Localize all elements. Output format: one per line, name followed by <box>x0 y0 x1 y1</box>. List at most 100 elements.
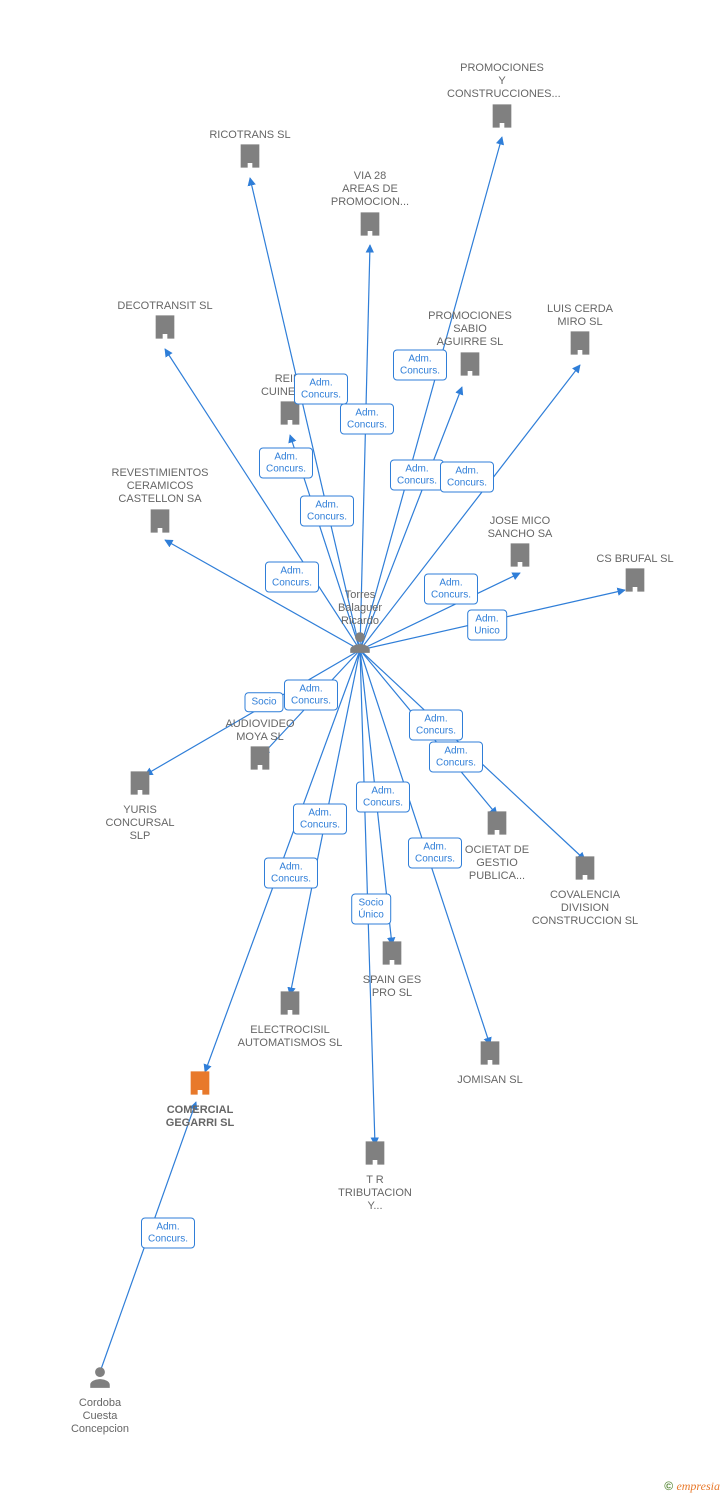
edge-label: Adm. Concurs. <box>408 838 462 869</box>
company-node[interactable]: AUDIOVIDEO MOYA SL <box>200 718 320 779</box>
company-node[interactable]: ELECTROCISIL AUTOMATISMOS SL <box>230 989 350 1050</box>
building-icon <box>236 142 264 175</box>
building-icon <box>246 744 274 777</box>
edge-label: Adm. Concurs. <box>409 710 463 741</box>
company-node[interactable]: REIMI CUINES SL <box>230 373 350 434</box>
node-label: OCIETAT DE GESTIO PUBLICA... <box>442 844 552 884</box>
node-label: AUDIOVIDEO MOYA SL <box>205 718 315 744</box>
building-icon <box>126 769 154 802</box>
edge-label: Adm. Concurs. <box>264 858 318 889</box>
edge-label: Socio Único <box>351 894 391 925</box>
edge-label: Adm. Concurs. <box>259 448 313 479</box>
building-icon <box>151 313 179 346</box>
company-node[interactable]: OCIETAT DE GESTIO PUBLICA... <box>437 809 557 884</box>
node-label: REVESTIMIENTOS CERAMICOS CASTELLON SA <box>105 467 215 507</box>
node-label: SPAIN GES PRO SL <box>337 974 447 1000</box>
edge-line <box>360 137 502 650</box>
edge-label: Adm. Concurs. <box>293 804 347 835</box>
network-diagram: Torres Balaguer Ricardo Cordoba Cuesta Co… <box>0 0 728 1500</box>
footer-credit: © empresia <box>664 1479 720 1494</box>
edge-label: Adm. Concurs. <box>284 680 338 711</box>
node-label: REIMI CUINES SL <box>235 373 345 399</box>
edge-label: Adm. Concurs. <box>265 562 319 593</box>
edge-label: Adm. Concurs. <box>424 574 478 605</box>
node-label: T R TRIBUTACION Y... <box>320 1174 430 1214</box>
edge-line <box>145 650 360 775</box>
edge-label: Adm. Concurs. <box>340 404 394 435</box>
building-icon <box>566 329 594 362</box>
building-icon <box>186 1069 214 1102</box>
company-node[interactable]: COVALENCIA DIVISION CONSTRUCCION SL <box>525 854 645 929</box>
building-icon <box>146 507 174 540</box>
edge-label: Socio <box>244 692 283 712</box>
node-label: RICOTRANS SL <box>195 129 305 142</box>
person-node[interactable]: Torres Balaguer Ricardo <box>300 589 420 662</box>
company-node[interactable]: PROMOCIONES Y CONSTRUCCIONES... <box>442 62 562 137</box>
edge-line <box>165 540 360 650</box>
company-node[interactable]: VIA 28 AREAS DE PROMOCION... <box>310 170 430 245</box>
node-label: PROMOCIONES Y CONSTRUCCIONES... <box>447 62 557 102</box>
company-node[interactable]: PROMOCIONES SABIO AGUIRRE SL <box>410 310 530 385</box>
building-icon <box>378 939 406 972</box>
node-label: YURIS CONCURSAL SLP <box>85 804 195 844</box>
copyright-symbol: © <box>664 1479 673 1493</box>
node-label: CS BRUFAL SL <box>580 553 690 566</box>
building-icon <box>621 566 649 599</box>
building-icon <box>276 989 304 1022</box>
edge-line <box>360 387 462 650</box>
person-icon <box>87 1364 113 1395</box>
edge-label: Adm. Concurs. <box>300 496 354 527</box>
edge-label: Adm. Concurs. <box>294 374 348 405</box>
node-label: JOSE MICO SANCHO SA <box>465 515 575 541</box>
company-node[interactable]: RICOTRANS SL <box>190 129 310 177</box>
edge-line <box>360 365 580 650</box>
company-node[interactable]: LUIS CERDA MIRO SL <box>520 303 640 364</box>
edge-line <box>360 590 625 650</box>
edge-line <box>360 650 585 860</box>
edge-label: Adm. Concurs. <box>429 742 483 773</box>
building-icon <box>571 854 599 887</box>
node-label: DECOTRANSIT SL <box>110 300 220 313</box>
edge-line <box>290 435 360 650</box>
company-node[interactable]: T R TRIBUTACION Y... <box>315 1139 435 1214</box>
company-node[interactable]: JOMISAN SL <box>430 1039 550 1087</box>
edge-line <box>205 650 360 1072</box>
edge-line <box>165 349 360 650</box>
node-label: PROMOCIONES SABIO AGUIRRE SL <box>415 310 525 350</box>
company-node[interactable]: JOSE MICO SANCHO SA <box>460 515 580 576</box>
company-node[interactable]: REVESTIMIENTOS CERAMICOS CASTELLON SA <box>100 467 220 542</box>
node-label: Torres Balaguer Ricardo <box>305 589 415 629</box>
building-icon <box>356 210 384 243</box>
building-icon <box>276 399 304 432</box>
edge-label: Adm. Concurs. <box>141 1218 195 1249</box>
edge-line <box>360 650 497 815</box>
building-icon <box>456 350 484 383</box>
company-node[interactable]: SPAIN GES PRO SL <box>332 939 452 1000</box>
person-node[interactable]: Cordoba Cuesta Concepcion <box>40 1364 160 1437</box>
building-icon <box>483 809 511 842</box>
node-label: JOMISAN SL <box>435 1074 545 1087</box>
edge-label: Adm. Concurs. <box>390 460 444 491</box>
edge-line <box>360 573 520 650</box>
edge-layer <box>0 0 728 1500</box>
edge-line <box>262 650 360 755</box>
edge-line <box>290 650 360 995</box>
node-label: COVALENCIA DIVISION CONSTRUCCION SL <box>530 889 640 929</box>
edge-line <box>360 650 490 1045</box>
node-label: VIA 28 AREAS DE PROMOCION... <box>315 170 425 210</box>
edge-line <box>360 650 375 1145</box>
building-icon <box>476 1039 504 1072</box>
company-node[interactable]: COMERCIAL GEGARRI SL <box>140 1069 260 1130</box>
edge-label: Adm. Unico <box>467 610 507 641</box>
edge-line <box>360 650 392 945</box>
company-node[interactable]: CS BRUFAL SL <box>575 553 695 601</box>
building-icon <box>361 1139 389 1172</box>
edge-line <box>250 178 360 650</box>
company-node[interactable]: YURIS CONCURSAL SLP <box>80 769 200 844</box>
company-node[interactable]: DECOTRANSIT SL <box>105 300 225 348</box>
node-label: Cordoba Cuesta Concepcion <box>45 1397 155 1437</box>
edge-line <box>100 1102 196 1372</box>
edge-label: Adm. Concurs. <box>393 350 447 381</box>
building-icon <box>506 541 534 574</box>
edge-label: Adm. Concurs. <box>440 462 494 493</box>
